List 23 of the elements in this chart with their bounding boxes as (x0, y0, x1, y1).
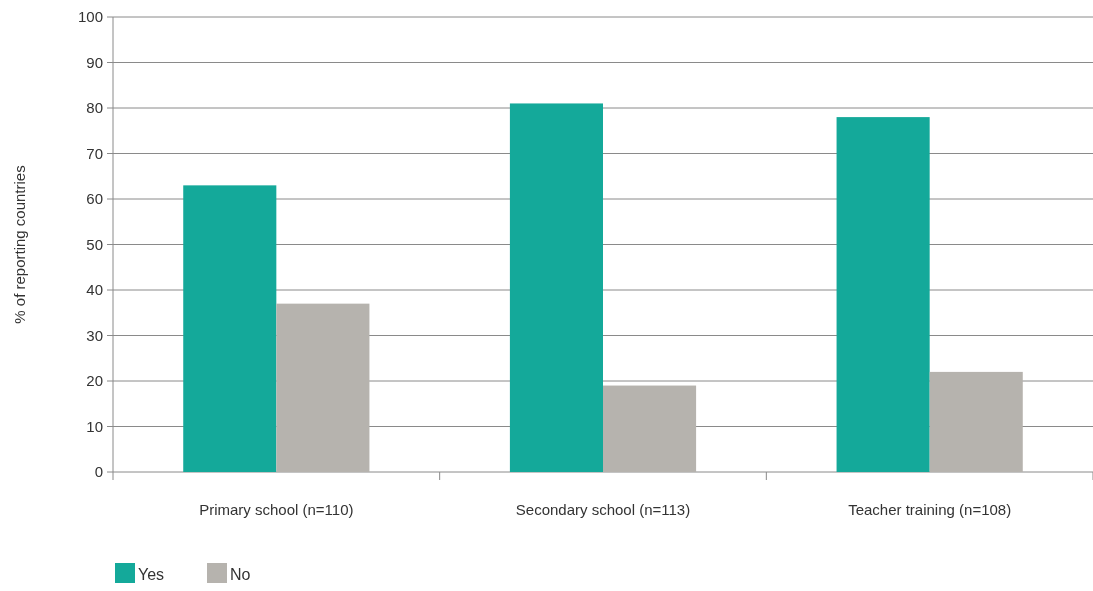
legend-label: Yes (138, 566, 165, 583)
x-tick-label: Secondary school (n=113) (515, 501, 691, 518)
y-tick-label: 40 (86, 281, 103, 299)
bar (836, 117, 930, 472)
legend-label: No (230, 566, 251, 583)
y-tick-label: 10 (86, 417, 103, 435)
bar (183, 185, 277, 472)
x-tick-label: Teacher training (n=108) (848, 501, 1012, 518)
y-tick-label: 100 (77, 8, 103, 26)
bar (276, 303, 370, 472)
y-tick-label: 90 (86, 53, 103, 71)
bar (509, 103, 603, 472)
y-tick-label: 20 (86, 372, 103, 390)
y-tick-label: 70 (86, 144, 103, 162)
bar (603, 385, 697, 472)
y-tick-label: 30 (86, 326, 103, 344)
x-tick-label: Primary school (n=110) (199, 501, 354, 518)
y-axis-title: % of reporting countries (11, 165, 28, 324)
y-tick-label: 80 (86, 99, 103, 117)
y-tick-label: 50 (86, 235, 103, 253)
y-tick-label: 0 (94, 463, 103, 481)
y-tick-label: 60 (86, 190, 103, 208)
bar (929, 371, 1023, 472)
